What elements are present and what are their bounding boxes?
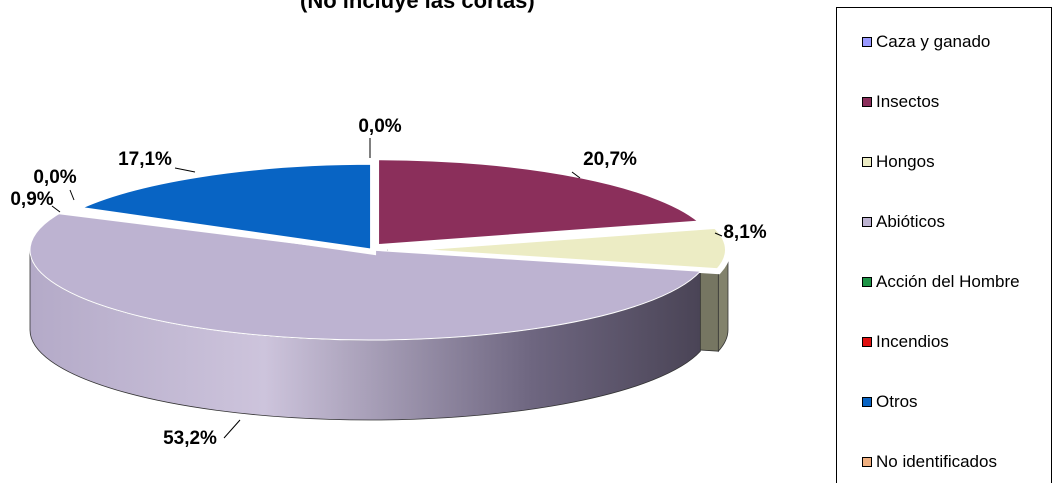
legend-label: Acción del Hombre <box>876 272 1020 291</box>
legend-label: Hongos <box>876 152 935 171</box>
legend-swatch <box>862 97 872 107</box>
pie-slice-insectos <box>373 154 711 251</box>
pie-slice-abi-ticos <box>29 211 702 341</box>
leader-line-5 <box>69 189 75 201</box>
leader-line-6 <box>174 167 196 173</box>
legend-item: Abióticos <box>862 211 945 233</box>
legend-label: Insectos <box>876 92 940 111</box>
data-label-1: 20,7% <box>583 149 637 170</box>
legend-item: Incendios <box>862 331 949 353</box>
leader-line-1 <box>571 171 581 179</box>
pie-chart: 0,0%20,7%8,1%53,2%0,9%0,0%17,1% <box>10 116 766 449</box>
legend-swatch <box>862 157 872 167</box>
legend-swatch <box>862 37 872 47</box>
data-label-0: 0,0% <box>358 116 401 137</box>
data-label-5: 0,0% <box>33 167 76 188</box>
pie-slice-otros <box>64 158 377 256</box>
legend-label: Otros <box>876 392 918 411</box>
data-label-2: 8,1% <box>723 222 766 243</box>
legend-label: Abióticos <box>876 212 945 231</box>
legend-item: Otros <box>862 391 918 413</box>
legend-item: Caza y ganado <box>862 31 990 53</box>
leader-line-4 <box>51 205 61 213</box>
pie-slice-hongos <box>387 222 731 275</box>
leader-line-2 <box>714 232 723 237</box>
data-label-3: 53,2% <box>163 428 217 449</box>
legend-item: No identificados <box>862 451 997 473</box>
legend-swatch <box>862 217 872 227</box>
legend-swatch <box>862 397 872 407</box>
legend-label: Caza y ganado <box>876 32 991 51</box>
legend-swatch <box>862 277 872 287</box>
legend-swatch <box>862 457 872 467</box>
data-label-4: 0,9% <box>10 189 53 210</box>
legend: Caza y ganado Insectos Hongos Abióticos Acci… <box>836 7 1052 483</box>
data-label-6: 17,1% <box>118 149 172 170</box>
legend-label: No identificados <box>876 452 997 471</box>
legend-swatch <box>862 337 872 347</box>
legend-label: Incendios <box>876 332 949 351</box>
leader-line-3 <box>223 419 241 439</box>
legend-item: Acción del Hombre <box>862 271 1020 293</box>
legend-item: Hongos <box>862 151 935 173</box>
legend-item: Insectos <box>862 91 939 113</box>
